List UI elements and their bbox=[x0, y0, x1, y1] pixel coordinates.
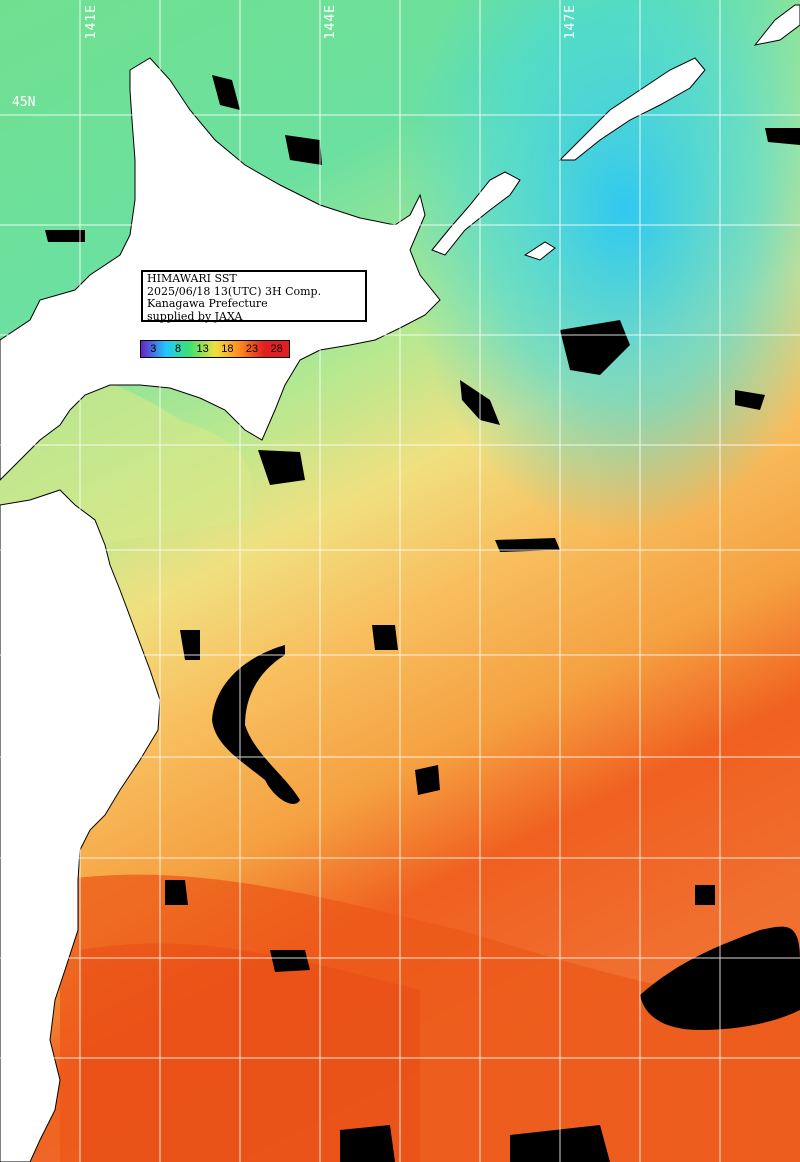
cloud-west bbox=[45, 230, 85, 242]
info-box: HIMAWARI SST 2025/06/18 13(UTC) 3H Comp.… bbox=[141, 270, 367, 322]
cloud-north-2 bbox=[212, 75, 240, 110]
cloud-east-1 bbox=[560, 320, 630, 375]
cloud-south-3 bbox=[340, 1125, 395, 1162]
hokkaido-land bbox=[0, 57, 441, 481]
legend-value-23: 23 bbox=[239, 341, 265, 357]
cloud-south-2 bbox=[270, 950, 310, 972]
cloud-south-7 bbox=[372, 625, 398, 650]
lon-label-144: 144E bbox=[323, 4, 338, 40]
kuril-island-3 bbox=[753, 4, 800, 46]
warm-water-core bbox=[80, 943, 420, 1162]
cloud-south-1 bbox=[165, 880, 188, 905]
info-date: 2025/06/18 13(UTC) 3H Comp. bbox=[147, 284, 322, 298]
kuril-island-2 bbox=[558, 57, 706, 161]
cloud-south-9 bbox=[695, 885, 715, 905]
legend-value-8: 8 bbox=[165, 341, 191, 357]
legend-value-28: 28 bbox=[264, 341, 290, 357]
legend-value-3: 3 bbox=[141, 341, 166, 357]
cloud-coast-1 bbox=[258, 450, 305, 485]
legend-value-13: 13 bbox=[190, 341, 216, 357]
cloud-south-6 bbox=[180, 630, 200, 660]
cloud-band bbox=[495, 538, 560, 552]
info-region: Kanagawa Prefecture bbox=[147, 297, 268, 310]
lon-label-147: 147E bbox=[563, 4, 578, 40]
legend-value-18: 18 bbox=[215, 341, 240, 357]
kuril-island-4 bbox=[523, 241, 556, 261]
cloud-masks bbox=[45, 75, 800, 1162]
lon-label-141: 141E bbox=[84, 4, 99, 40]
temperature-legend: 3 8 13 18 23 28 bbox=[140, 340, 290, 358]
info-credit: supplied by JAXA bbox=[147, 309, 243, 323]
cloud-south-5 bbox=[735, 390, 765, 410]
cloud-eddy-arc bbox=[212, 645, 300, 804]
cloud-ne bbox=[765, 128, 800, 145]
lat-label-45: 45N bbox=[12, 95, 36, 110]
cloud-south-8 bbox=[415, 765, 440, 795]
cloud-north-1 bbox=[285, 135, 322, 165]
kuril-island-1 bbox=[431, 171, 521, 256]
info-title: HIMAWARI SST bbox=[147, 272, 237, 285]
